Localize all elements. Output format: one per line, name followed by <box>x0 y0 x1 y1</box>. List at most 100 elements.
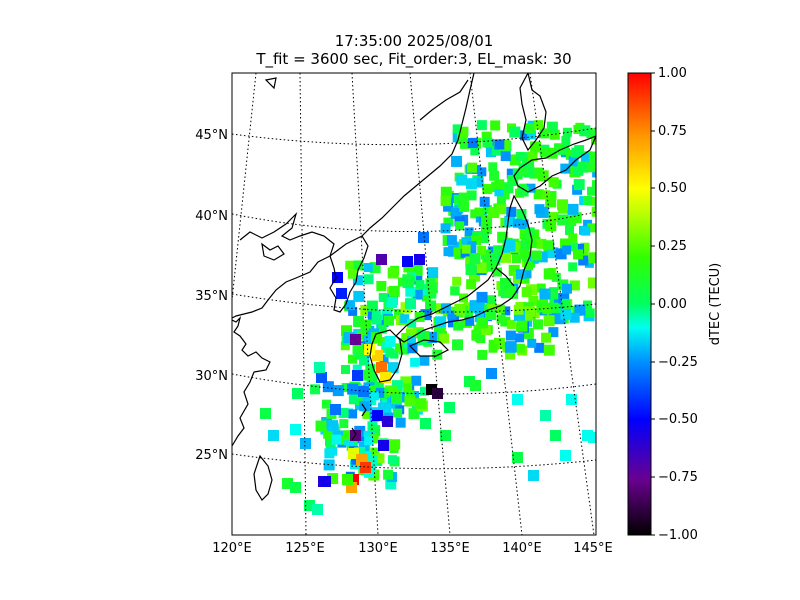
dtec-point <box>363 274 374 285</box>
dtec-point <box>346 439 358 451</box>
dtec-point <box>521 287 532 298</box>
dtec-point <box>404 395 416 407</box>
dtec-point <box>557 199 569 211</box>
dtec-point <box>548 302 559 313</box>
dtec-point <box>486 261 497 272</box>
dtec-point <box>543 240 554 251</box>
dtec-point <box>465 178 477 190</box>
dtec-point <box>591 180 596 192</box>
dtec-point <box>403 262 414 273</box>
dtec-point <box>515 269 526 280</box>
dtec-point <box>348 354 358 364</box>
dtec-point <box>491 256 501 266</box>
dtec-point <box>347 269 357 279</box>
dtec-point <box>506 206 517 217</box>
dtec-point <box>546 147 558 159</box>
dtec-point <box>512 218 522 228</box>
dtec-point <box>502 182 514 194</box>
dtec-point <box>529 237 541 249</box>
dtec-point <box>391 393 403 405</box>
dtec-point <box>356 454 367 465</box>
dtec-point <box>453 242 463 252</box>
dtec-point <box>408 408 420 420</box>
dtec-point <box>485 147 496 158</box>
dtec-point <box>388 440 399 451</box>
dtec-point <box>411 264 423 276</box>
dtec-point <box>353 260 364 271</box>
dtec-point <box>421 292 431 302</box>
dtec-point <box>499 139 511 151</box>
dtec-point <box>543 268 555 280</box>
dtec-point <box>574 243 585 254</box>
dtec-point <box>579 125 591 137</box>
dtec-point <box>380 403 392 415</box>
dtec-point <box>331 434 342 445</box>
dtec-point <box>505 341 517 353</box>
dtec-point <box>545 220 557 232</box>
dtec-point <box>477 167 487 177</box>
dtec-point <box>550 430 561 441</box>
dtec-point <box>380 372 391 383</box>
dtec-point <box>565 226 575 236</box>
dtec-point <box>321 416 333 428</box>
dtec-point <box>543 344 555 356</box>
dtec-point <box>536 251 548 263</box>
dtec-point <box>366 300 378 312</box>
dtec-point <box>477 245 487 255</box>
dtec-point <box>573 124 583 134</box>
dtec-point <box>522 269 532 279</box>
dtec-point <box>348 306 358 316</box>
dtec-point <box>358 356 368 366</box>
dtec-point <box>491 145 502 156</box>
dtec-point <box>523 166 535 178</box>
dtec-point <box>515 151 525 161</box>
dtec-point <box>506 168 517 179</box>
dtec-point <box>353 290 365 302</box>
dtec-point <box>327 420 339 432</box>
dtec-point <box>346 482 357 493</box>
dtec-point <box>493 245 504 256</box>
dtec-point <box>522 233 532 243</box>
dtec-point <box>504 215 516 227</box>
dtec-point <box>519 249 530 260</box>
dtec-point <box>542 305 552 315</box>
dtec-point <box>482 184 493 195</box>
dtec-point <box>320 476 331 487</box>
colorbar-label: dTEC (TECU) <box>708 263 723 346</box>
colorbar-tick-0.00: 0.00 <box>658 297 687 312</box>
dtec-point <box>476 291 488 303</box>
dtec-point <box>461 237 472 248</box>
dtec-point <box>485 309 497 321</box>
dtec-point <box>391 380 403 392</box>
dtec-point <box>509 126 521 138</box>
dtec-point <box>489 170 500 181</box>
dtec-point <box>479 196 490 207</box>
dtec-point <box>466 190 477 201</box>
dtec-point <box>405 389 415 399</box>
dtec-point <box>447 310 457 320</box>
dtec-point <box>587 223 596 233</box>
dtec-point <box>455 221 465 231</box>
dtec-point <box>557 214 569 226</box>
dtec-point <box>403 383 413 393</box>
dtec-point <box>547 191 557 201</box>
dtec-point <box>464 309 474 319</box>
map-title-time: 17:35:00 2025/08/01 <box>334 32 494 50</box>
dtec-point <box>395 343 405 353</box>
dtec-point <box>467 137 478 148</box>
dtec-point <box>322 381 334 393</box>
dtec-point <box>340 364 350 374</box>
lat-tick-30: 30°N <box>195 369 228 384</box>
dtec-point <box>566 394 577 405</box>
dtec-point <box>418 232 429 243</box>
dtec-point <box>548 212 559 223</box>
dtec-point <box>360 369 372 381</box>
dtec-point <box>420 418 431 429</box>
dtec-point <box>453 320 464 331</box>
dtec-point <box>369 425 381 437</box>
dtec-point <box>504 240 516 252</box>
dtec-point <box>523 311 533 321</box>
dtec-point <box>585 308 595 318</box>
dtec-point <box>469 253 481 265</box>
dtec-point <box>300 438 311 449</box>
